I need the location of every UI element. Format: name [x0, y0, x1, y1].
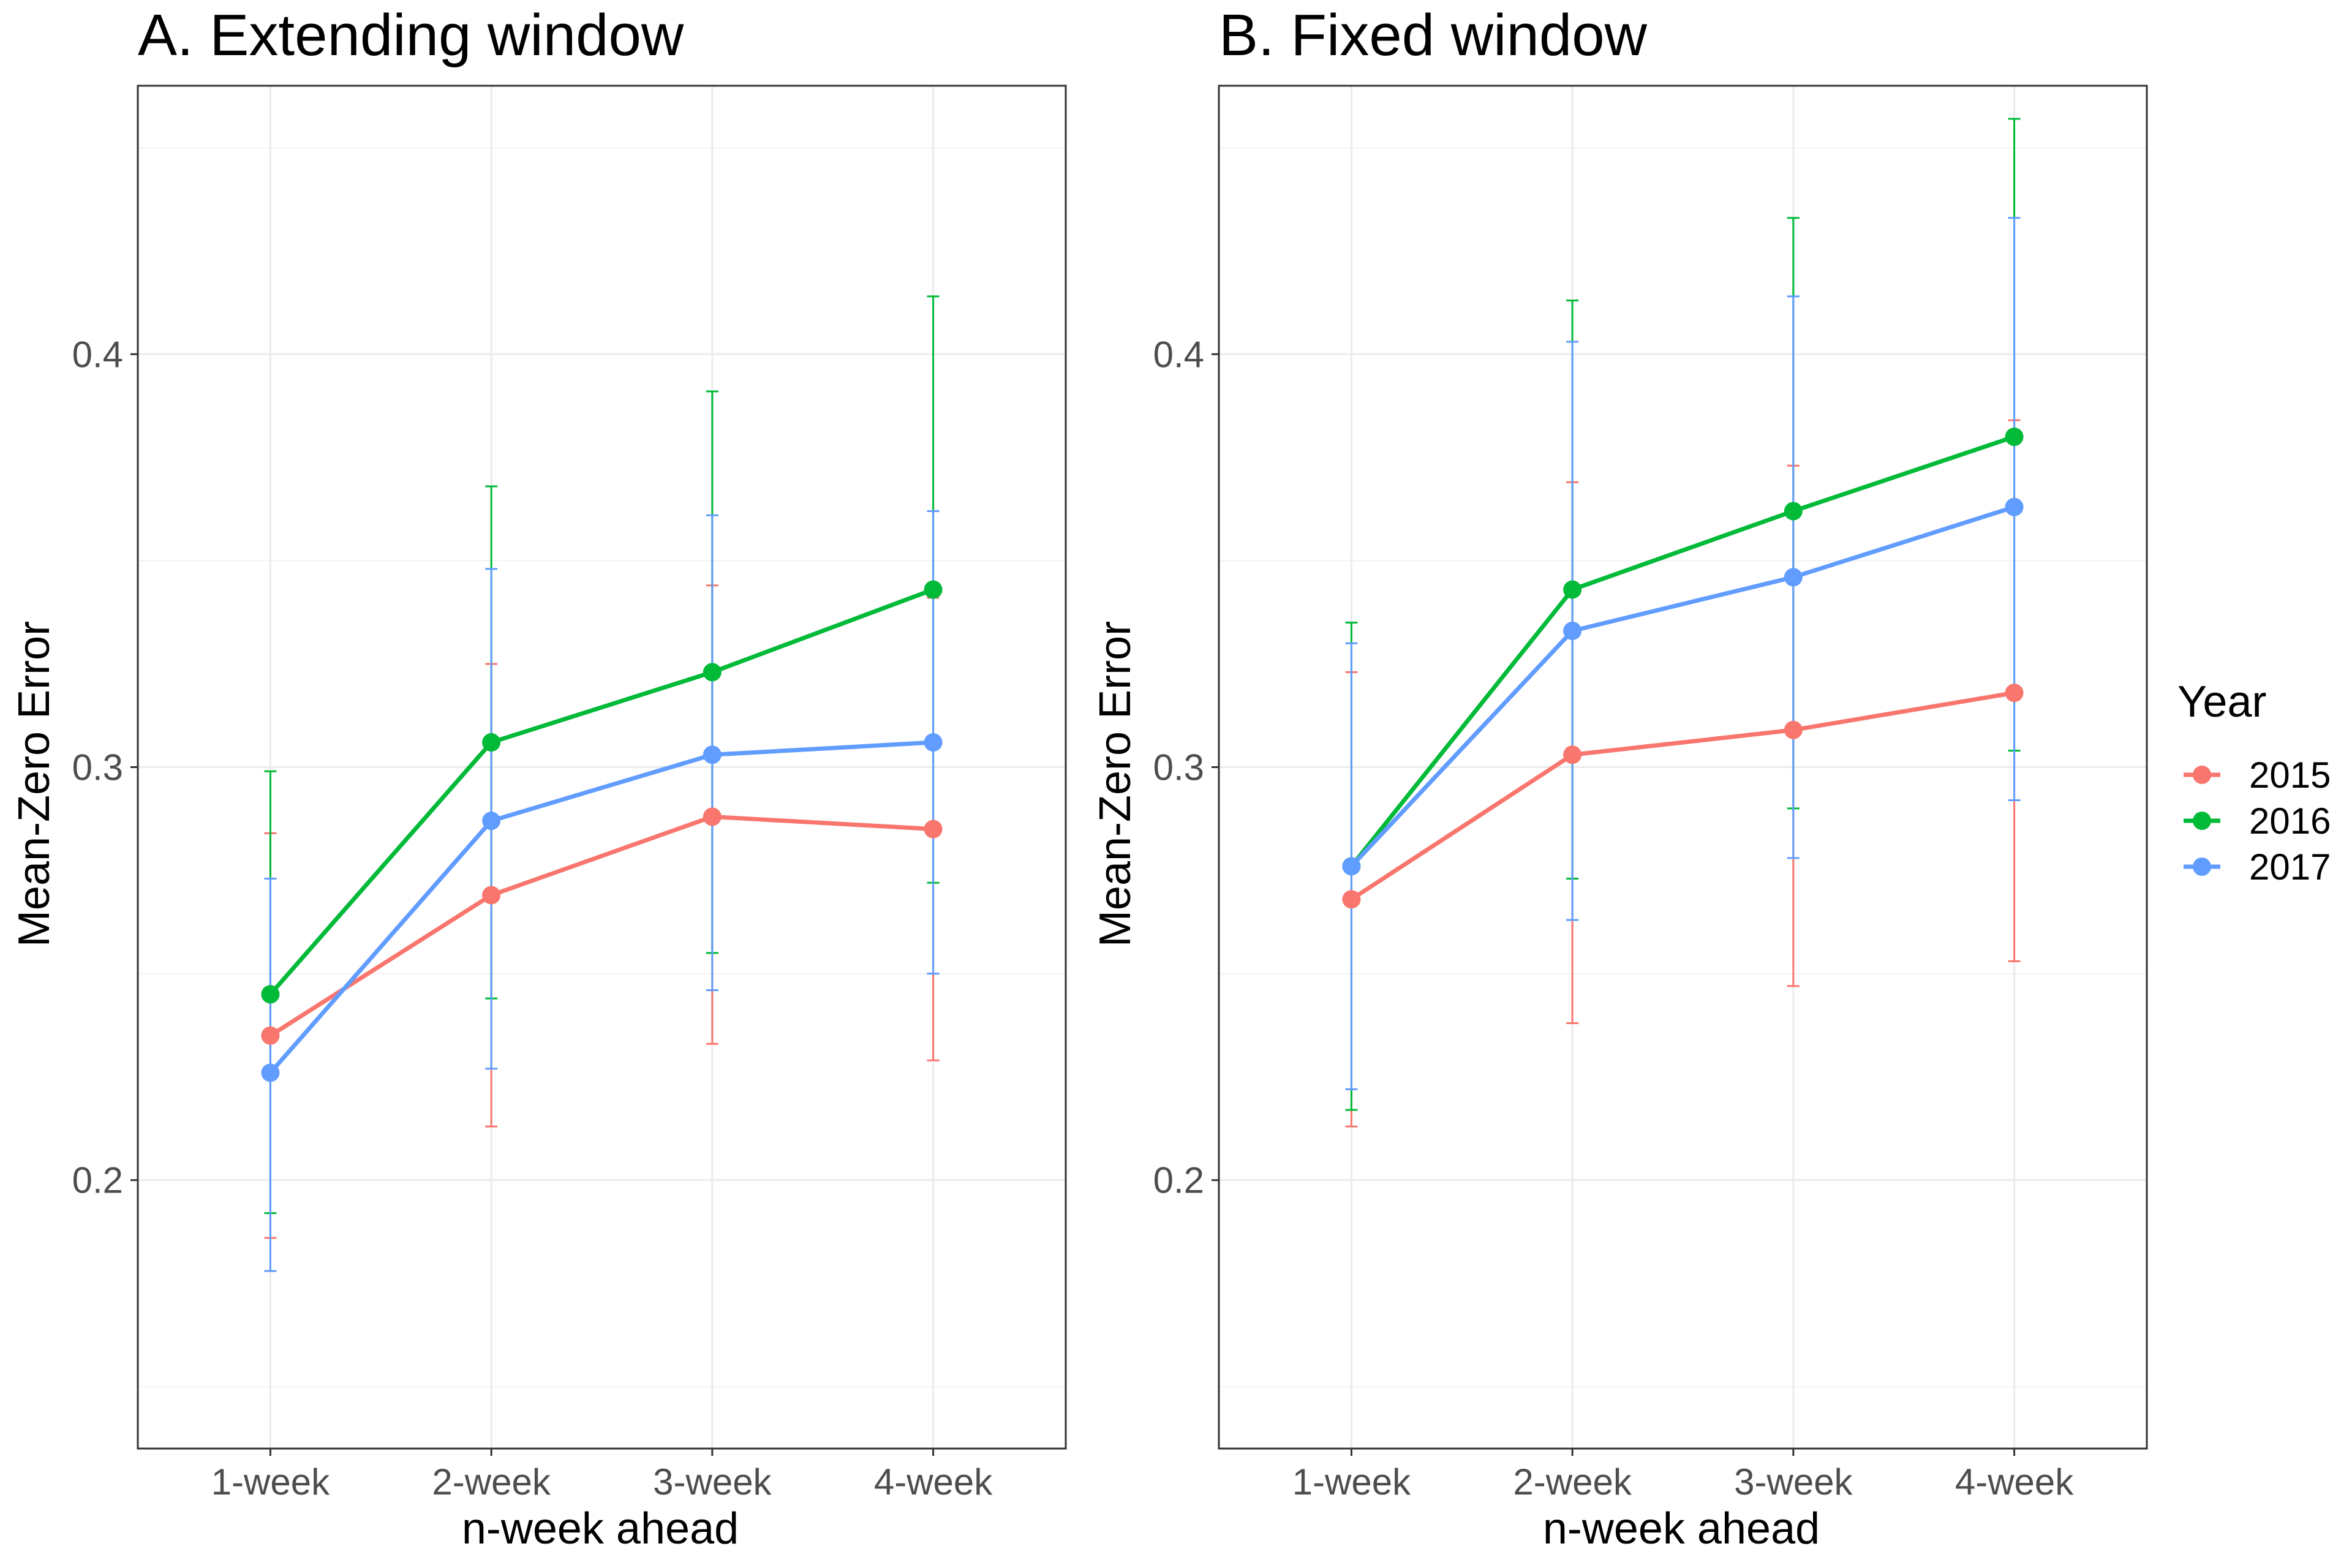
panel-b-y-tick-label: 0.4 — [1153, 334, 1204, 375]
panel-a-y-tick-label: 0.3 — [72, 747, 123, 788]
panel-a-x-tick-label: 2-week — [432, 1461, 551, 1502]
panel-b-data-point-2015 — [1563, 745, 1582, 764]
panel-a-data-point-2017 — [924, 733, 943, 752]
legend-key-point — [2193, 858, 2211, 876]
panel-b-x-tick-label: 3-week — [1734, 1461, 1853, 1502]
panel-b-title: B. Fixed window — [1219, 2, 1648, 68]
legend-item-2017: 2017 — [2184, 846, 2331, 888]
panel-b-plot-area — [1218, 85, 2148, 1450]
panel-b: B. Fixed window n-week ahead Mean-Zero E… — [1091, 2, 2148, 1553]
legend-key-point — [2193, 812, 2211, 830]
panel-a-data-point-2015 — [261, 1026, 280, 1045]
panel-a-x-axis-title: n-week ahead — [462, 1504, 739, 1553]
panel-b-y-tick-label: 0.2 — [1153, 1160, 1204, 1201]
panel-a-data-point-2017 — [261, 1063, 280, 1082]
panel-b-data-point-2015 — [1784, 720, 1803, 739]
panel-a-data-point-2016 — [261, 985, 280, 1004]
panel-b-x-axis-title: n-week ahead — [1543, 1504, 1820, 1553]
panel-a-data-point-2015 — [482, 886, 501, 905]
panel-b-data-point-2015 — [2005, 684, 2024, 703]
legend-title: Year — [2177, 677, 2266, 726]
panel-a-data-point-2016 — [703, 663, 722, 682]
panel-b-x-tick-label: 1-week — [1292, 1461, 1411, 1502]
panel-a-series-line-2015 — [269, 814, 933, 1038]
panel-a-data-point-2017 — [482, 812, 501, 831]
legend-label: 2017 — [2249, 846, 2331, 888]
legend-item-2015: 2015 — [2184, 755, 2331, 796]
panel-b-data-point-2015 — [1342, 890, 1361, 909]
panel-a-title: A. Extending window — [138, 2, 684, 68]
legend-item-2016: 2016 — [2184, 801, 2331, 842]
panel-a-data-point-2015 — [703, 807, 722, 826]
panel-a-data-point-2016 — [924, 580, 943, 599]
panel-a-x-tick-label: 1-week — [211, 1461, 330, 1502]
panel-b-x-tick-label: 2-week — [1513, 1461, 1632, 1502]
panel-a-y-axis-title: Mean-Zero Error — [10, 621, 59, 947]
panel-a-x-tick-label: 4-week — [874, 1461, 993, 1502]
panel-a-x-tick-label: 3-week — [653, 1461, 772, 1502]
panel-a-data-point-2015 — [924, 820, 943, 839]
panel-b-series-line-2017 — [1349, 505, 2015, 868]
panel-a-data-point-2017 — [703, 745, 722, 764]
panel-b-data-point-2017 — [2005, 497, 2024, 516]
panel-a-series-line-2016 — [268, 587, 934, 996]
panel-b-data-point-2017 — [1342, 857, 1361, 876]
panel-a-y-tick-label: 0.4 — [72, 334, 123, 375]
panel-a: A. Extending window n-week ahead Mean-Ze… — [10, 2, 1067, 1553]
panel-a-data-point-2016 — [482, 733, 501, 752]
panel-b-data-point-2016 — [1563, 580, 1582, 599]
panel-a-y-tick-label: 0.2 — [72, 1160, 123, 1201]
panel-b-data-point-2017 — [1563, 622, 1582, 640]
panel-b-x-tick-label: 4-week — [1955, 1461, 2074, 1502]
panel-a-series-line-2017 — [268, 740, 933, 1074]
panel-b-y-axis-title: Mean-Zero Error — [1091, 621, 1140, 947]
panel-b-data-point-2017 — [1784, 568, 1803, 587]
panel-b-series-line-2016 — [1349, 434, 2015, 868]
legend-key-point — [2193, 766, 2211, 784]
panel-b-series-line-2015 — [1350, 690, 2015, 902]
panel-b-data-point-2016 — [2005, 428, 2024, 447]
legend-label: 2015 — [2249, 755, 2331, 796]
panel-b-y-tick-label: 0.3 — [1153, 747, 1204, 788]
panel-b-data-point-2016 — [1784, 502, 1803, 521]
panel-a-plot-area — [137, 85, 1067, 1450]
legend-label: 2016 — [2249, 801, 2331, 842]
